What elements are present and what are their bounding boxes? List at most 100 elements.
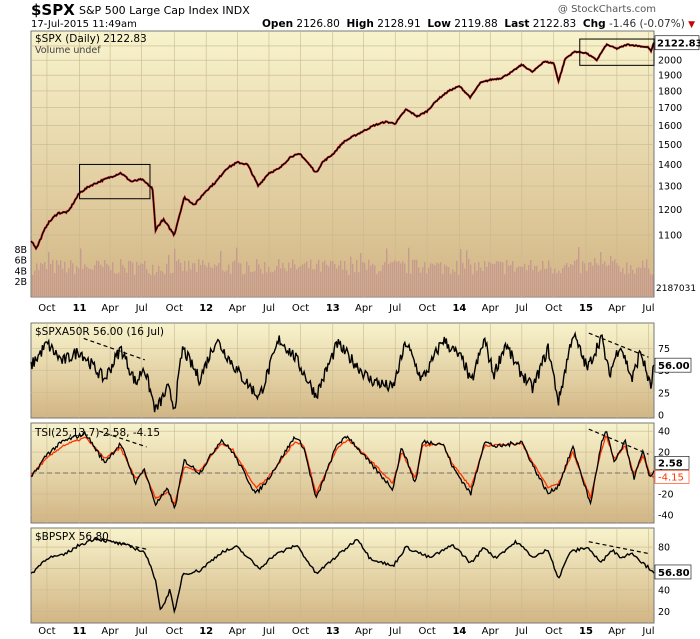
high-value: 2128.91 xyxy=(377,18,421,30)
volume-bar xyxy=(558,270,560,297)
volume-bar xyxy=(292,259,294,297)
x-tick-label-top: Jul xyxy=(641,303,654,314)
y-tick-label: 40 xyxy=(658,427,670,438)
volume-bar xyxy=(568,267,570,297)
volume-bar xyxy=(174,248,176,297)
volume-bar xyxy=(70,260,72,297)
x-tick-label-bottom: Apr xyxy=(355,626,373,637)
volume-bar xyxy=(168,255,170,297)
trendline-dashed xyxy=(99,430,147,448)
y-tick-label: -20 xyxy=(658,489,674,500)
volume-bar xyxy=(398,261,400,297)
volume-bar xyxy=(290,268,292,297)
volume-bar xyxy=(198,259,200,297)
volume-bar xyxy=(462,262,464,297)
volume-bar xyxy=(56,260,58,297)
volume-bar xyxy=(34,270,36,297)
volume-bar xyxy=(352,263,354,297)
volume-bar xyxy=(254,271,256,297)
volume-bar xyxy=(294,264,296,297)
volume-bar xyxy=(414,259,416,297)
volume-bar xyxy=(172,272,174,297)
volume-bar xyxy=(416,259,418,297)
volume-bar xyxy=(94,265,96,297)
volume-bar xyxy=(566,262,568,297)
volume-bar xyxy=(110,269,112,297)
volume-bar xyxy=(68,268,70,297)
volume-bar xyxy=(58,264,60,297)
volume-bar xyxy=(60,260,62,297)
volume-bar xyxy=(114,273,116,297)
signal-value-label: -4.15 xyxy=(658,472,684,483)
chg-value: -1.46 (-0.07%) xyxy=(608,18,685,30)
volume-bar xyxy=(208,262,210,297)
volume-bar xyxy=(106,263,108,297)
volume-bar xyxy=(158,265,160,297)
volume-bar xyxy=(336,268,338,297)
x-tick-label-top: Apr xyxy=(608,303,626,314)
x-tick-label-top: Oct xyxy=(38,303,55,314)
volume-bar xyxy=(494,263,496,297)
last-label: Last xyxy=(504,18,530,30)
volume-bar xyxy=(312,269,314,297)
volume-bar xyxy=(574,260,576,297)
x-tick-label-top: Oct xyxy=(418,303,435,314)
volume-bar xyxy=(266,272,268,297)
volume-bar xyxy=(344,260,346,297)
volume-bar xyxy=(222,270,224,297)
y-tick-label: 25 xyxy=(658,388,670,399)
y-tick-label: 20 xyxy=(658,607,670,618)
quote-date: 17-Jul-2015 11:49am xyxy=(31,19,137,30)
volume-bar xyxy=(206,267,208,297)
volume-bar xyxy=(430,263,432,297)
volume-bar xyxy=(432,263,434,297)
volume-tick-label: 6B xyxy=(14,256,27,267)
y-tick-label: 20 xyxy=(658,448,670,459)
volume-tick-label: 4B xyxy=(14,266,27,277)
volume-bar xyxy=(144,260,146,297)
volume-bar xyxy=(194,263,196,297)
volume-bar xyxy=(302,264,304,297)
volume-last-label: 2187031 xyxy=(656,284,696,294)
y-tick-label: 1800 xyxy=(658,86,682,97)
volume-bar xyxy=(524,263,526,297)
volume-bar xyxy=(264,262,266,297)
volume-bar xyxy=(466,250,468,297)
x-tick-label-bottom: Oct xyxy=(38,626,55,637)
x-tick-label-top: Jul xyxy=(135,303,148,314)
x-tick-label-top: 11 xyxy=(73,303,87,314)
volume-bar xyxy=(136,261,138,297)
volume-bar xyxy=(124,267,126,297)
volume-bar xyxy=(120,259,122,297)
volume-bar xyxy=(582,261,584,297)
watermark: @ StockCharts.com xyxy=(557,4,656,15)
high-label: High xyxy=(346,18,374,30)
volume-bar xyxy=(520,266,522,297)
volume-bar xyxy=(306,261,308,297)
volume-bar xyxy=(300,265,302,297)
tsi-signal-line xyxy=(30,435,655,505)
volume-bar xyxy=(320,271,322,297)
volume-bar xyxy=(218,262,220,297)
volume-bar xyxy=(72,263,74,297)
last-value-label: 2122.83 xyxy=(657,39,700,50)
volume-bar xyxy=(650,274,652,297)
volume-bar xyxy=(250,271,252,297)
x-tick-label-bottom: Oct xyxy=(418,626,435,637)
volume-bar xyxy=(234,260,236,297)
x-tick-label-bottom: 15 xyxy=(579,626,593,637)
volume-bar xyxy=(640,268,642,297)
volume-bar xyxy=(636,268,638,297)
volume-bar xyxy=(128,260,130,297)
volume-bar xyxy=(226,270,228,297)
last-value-box xyxy=(654,456,690,470)
volume-bar xyxy=(162,271,164,297)
x-tick-label-bottom: Jul xyxy=(388,626,401,637)
volume-bar xyxy=(132,262,134,297)
signal-value-box xyxy=(654,470,690,484)
volume-bar xyxy=(436,262,438,297)
volume-bar xyxy=(590,262,592,297)
volume-bar xyxy=(182,271,184,297)
price-line xyxy=(30,42,655,250)
volume-bar xyxy=(210,267,212,297)
